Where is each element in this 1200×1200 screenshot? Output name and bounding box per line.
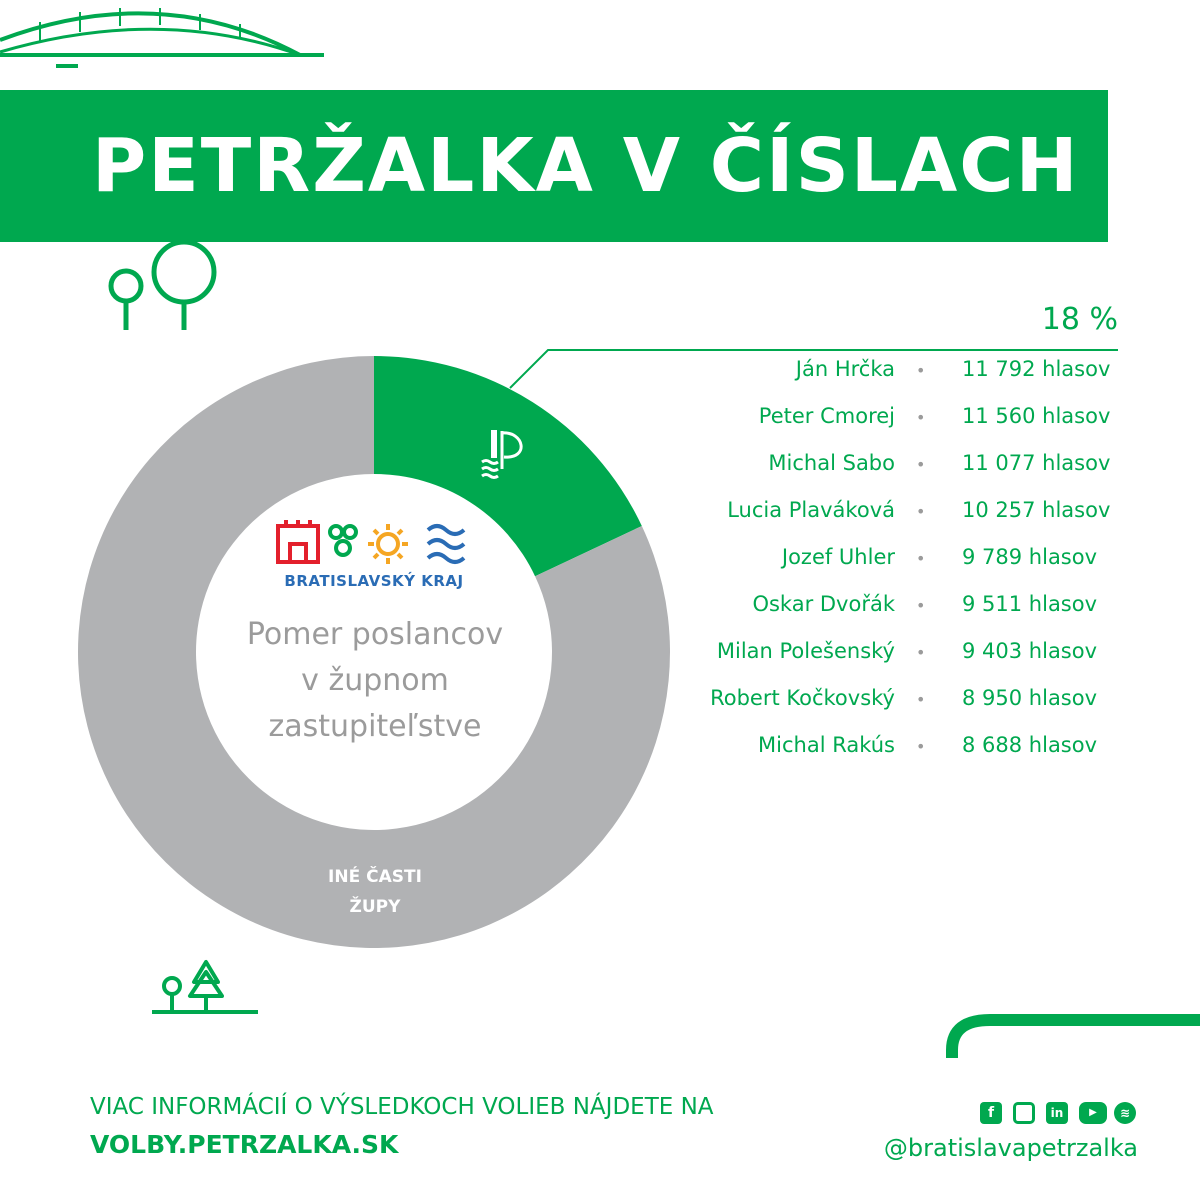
candidate-row: Milan Polešenský • 9 403 hlasov xyxy=(560,639,1160,679)
candidate-votes: 11 792 hlasov xyxy=(962,357,1111,381)
candidate-row: Jozef Uhler • 9 789 hlasov xyxy=(560,545,1160,585)
separator-dot: • xyxy=(916,455,926,474)
candidate-votes: 11 560 hlasov xyxy=(962,404,1111,428)
bridge-icon xyxy=(0,8,324,68)
candidate-name: Oskar Dvořák xyxy=(752,592,895,616)
candidate-row: Oskar Dvořák • 9 511 hlasov xyxy=(560,592,1160,632)
candidate-name: Michal Rakús xyxy=(758,733,895,757)
candidate-row: Lucia Plaváková • 10 257 hlasov xyxy=(560,498,1160,538)
percent-label: 18 % xyxy=(1041,302,1118,337)
candidate-row: Robert Kočkovský • 8 950 hlasov xyxy=(560,686,1160,726)
candidate-name: Lucia Plaváková xyxy=(727,498,895,522)
candidate-votes: 11 077 hlasov xyxy=(962,451,1111,475)
small-trees-icon xyxy=(152,960,258,1014)
instagram-icon[interactable] xyxy=(1013,1102,1035,1124)
separator-dot: • xyxy=(916,361,926,380)
candidate-name: Ján Hrčka xyxy=(795,357,895,381)
candidate-row: Michal Sabo • 11 077 hlasov xyxy=(560,451,1160,491)
candidate-votes: 8 950 hlasov xyxy=(962,686,1098,710)
candidate-name: Robert Kočkovský xyxy=(710,686,895,710)
logo-caption: BRATISLAVSKÝ KRAJ xyxy=(284,572,464,590)
linkedin-icon[interactable]: in xyxy=(1046,1102,1068,1124)
title-band: PETRŽALKA V ČÍSLACH xyxy=(0,90,1108,242)
candidate-votes: 9 511 hlasov xyxy=(962,592,1098,616)
arc-decoration xyxy=(946,1014,1200,1058)
center-line-1: Pomer poslancov xyxy=(246,617,504,652)
youtube-icon[interactable]: ▶ xyxy=(1079,1102,1107,1124)
page-title: PETRŽALKA V ČÍSLACH xyxy=(92,123,1080,209)
candidate-votes: 10 257 hlasov xyxy=(962,498,1111,522)
candidate-name: Jozef Uhler xyxy=(781,545,895,569)
separator-dot: • xyxy=(916,643,926,662)
center-line-2: v župnom xyxy=(301,663,449,698)
bratislavsky-kraj-logo xyxy=(276,520,466,564)
social-handle[interactable]: @bratislavapetrzalka xyxy=(883,1134,1138,1162)
other-label-line-2: ŽUPY xyxy=(349,897,401,917)
facebook-icon[interactable]: f xyxy=(980,1102,1002,1124)
candidate-votes: 9 789 hlasov xyxy=(962,545,1098,569)
separator-dot: • xyxy=(916,408,926,427)
candidate-votes: 9 403 hlasov xyxy=(962,639,1098,663)
candidate-row: Ján Hrčka • 11 792 hlasov xyxy=(560,357,1160,397)
slice-petrzalka xyxy=(374,356,642,577)
other-slice-label: INÉ ČASTI ŽUPY xyxy=(290,862,460,922)
center-line-3: zastupiteľstve xyxy=(268,709,482,744)
candidate-row: Michal Rakús • 8 688 hlasov xyxy=(560,733,1160,773)
footer-url-link[interactable]: VOLBY.PETRZALKA.SK xyxy=(90,1130,399,1159)
separator-dot: • xyxy=(916,549,926,568)
separator-dot: • xyxy=(916,737,926,756)
candidate-name: Peter Cmorej xyxy=(758,404,895,428)
spotify-icon[interactable]: ≋ xyxy=(1114,1102,1136,1124)
slice-other xyxy=(78,356,671,948)
candidate-name: Michal Sabo xyxy=(768,451,895,475)
candidate-votes: 8 688 hlasov xyxy=(962,733,1098,757)
chart-center-text: Pomer poslancov v župnom zastupiteľstve xyxy=(210,612,540,750)
separator-dot: • xyxy=(916,502,926,521)
other-label-line-1: INÉ ČASTI xyxy=(328,867,422,887)
candidate-name: Milan Polešenský xyxy=(716,639,895,663)
trees-icon xyxy=(108,239,217,330)
footer-info: VIAC INFORMÁCIÍ O VÝSLEDKOCH VOLIEB NÁJD… xyxy=(90,1094,714,1120)
separator-dot: • xyxy=(916,596,926,615)
candidate-row: Peter Cmorej • 11 560 hlasov xyxy=(560,404,1160,444)
separator-dot: • xyxy=(916,690,926,709)
petrzalka-logo-icon xyxy=(481,430,523,479)
percent-leader-line xyxy=(509,349,1118,389)
